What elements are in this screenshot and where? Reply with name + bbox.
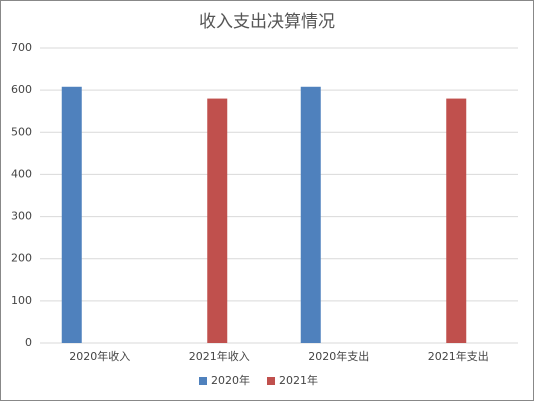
chart-title: 收入支出决算情况 — [199, 12, 335, 32]
bar — [61, 86, 82, 344]
y-tick-label: 400 — [11, 167, 32, 180]
y-tick-label: 300 — [11, 210, 32, 223]
x-tick-label: 2020年收入 — [69, 349, 130, 363]
legend-label: 2020年 — [211, 373, 250, 387]
y-tick-label: 600 — [11, 83, 32, 96]
legend-swatch — [267, 377, 275, 385]
y-tick-label: 200 — [11, 252, 32, 265]
legend-swatch — [199, 377, 207, 385]
x-tick-label: 2021年支出 — [428, 349, 489, 363]
bar — [300, 86, 321, 344]
bar — [446, 98, 467, 343]
y-tick-label: 700 — [11, 41, 32, 54]
legend-label: 2021年 — [279, 373, 318, 387]
y-tick-label: 100 — [11, 294, 32, 307]
y-tick-label: 500 — [11, 125, 32, 138]
x-tick-label: 2020年支出 — [308, 349, 369, 363]
x-tick-label: 2021年收入 — [189, 349, 250, 363]
y-tick-label: 0 — [25, 336, 32, 349]
bar — [207, 98, 228, 343]
